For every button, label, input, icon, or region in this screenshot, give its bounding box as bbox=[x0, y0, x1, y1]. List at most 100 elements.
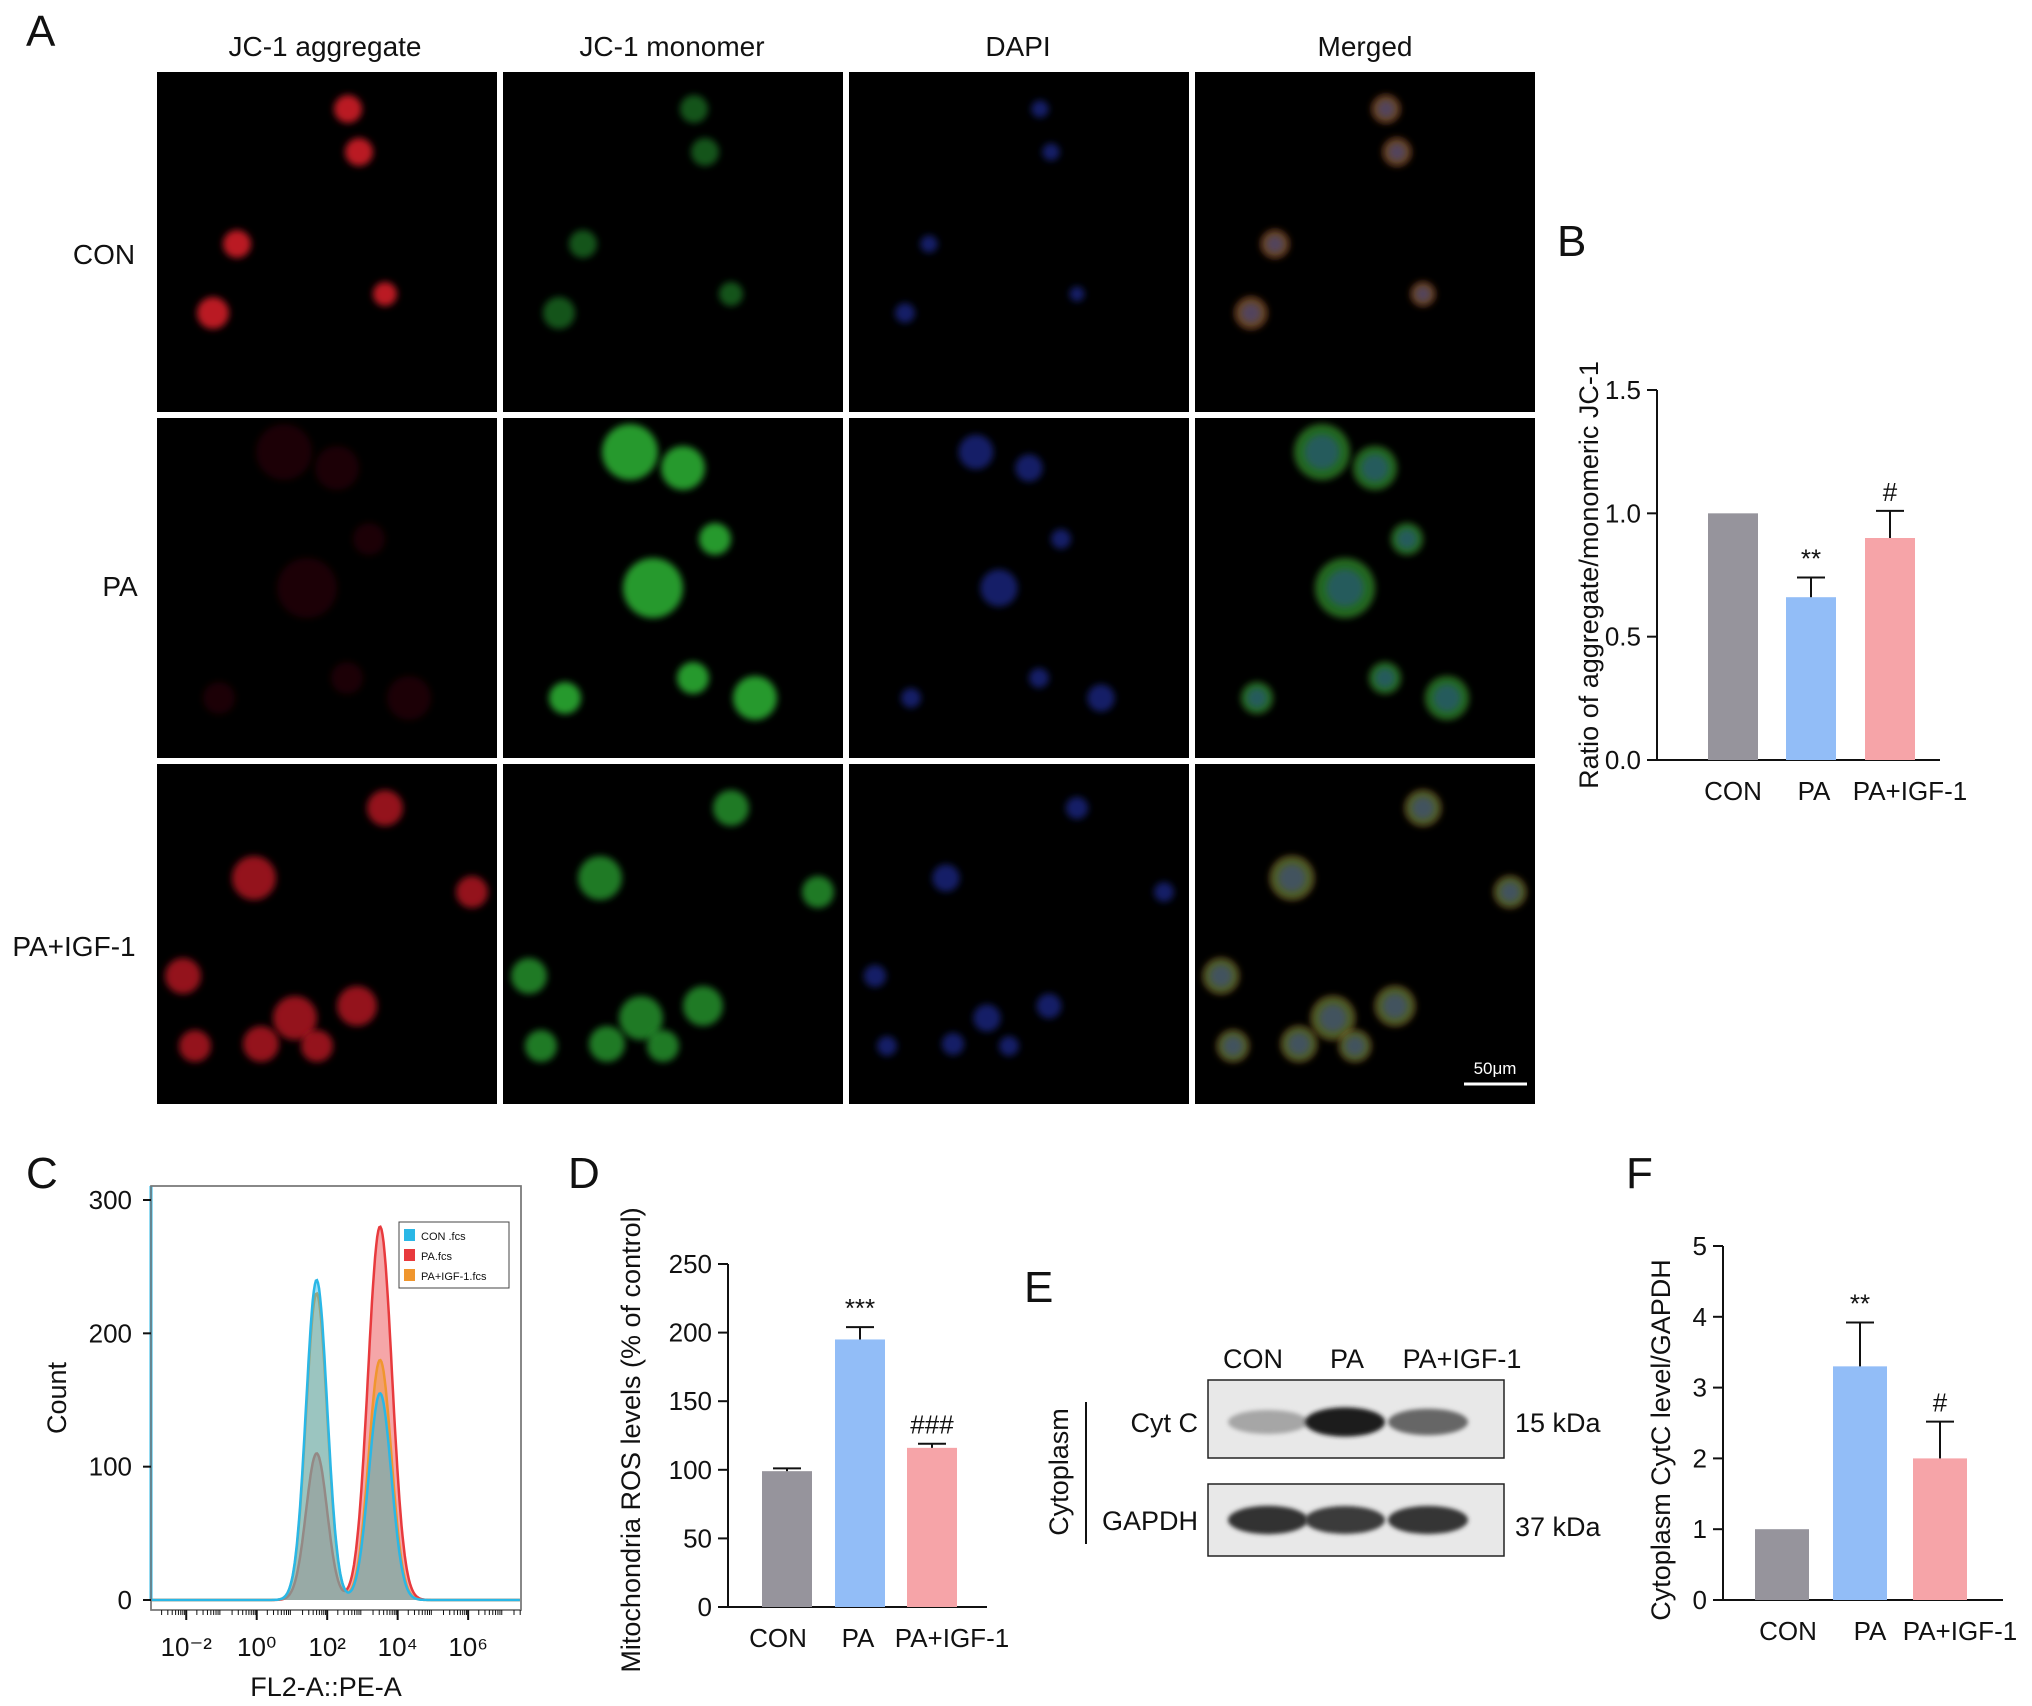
row-label-pa-igf1: PA+IGF-1 bbox=[12, 931, 135, 962]
y-tick-label: 200 bbox=[669, 1318, 712, 1348]
micrograph-pa-igf1-merged bbox=[1195, 764, 1535, 1104]
cell-signal bbox=[619, 996, 663, 1040]
cell-signal bbox=[525, 1030, 557, 1062]
x-tick-label: PA+IGF-1 bbox=[1903, 1616, 2017, 1646]
x-tick-label: PA bbox=[1798, 776, 1831, 806]
panel-label-d: D bbox=[568, 1149, 600, 1198]
chart-c-legend: CON .fcs PA.fcs PA+IGF-1.fcs bbox=[398, 1221, 510, 1289]
cell-signal bbox=[719, 282, 743, 306]
cell-signal bbox=[958, 434, 994, 470]
cell-signal bbox=[973, 1004, 1001, 1032]
y-tick-label: 100 bbox=[89, 1452, 132, 1482]
cell-signal bbox=[353, 523, 385, 555]
blot-band bbox=[1305, 1407, 1385, 1437]
cell-signal bbox=[863, 964, 887, 988]
y-tick-label: 250 bbox=[669, 1249, 712, 1279]
cell-signal bbox=[1411, 796, 1435, 820]
size-label-15kda: 15 kDa bbox=[1515, 1408, 1602, 1438]
y-tick-label: 2 bbox=[1693, 1443, 1707, 1473]
x-tick-label: PA bbox=[1854, 1616, 1887, 1646]
cell-signal bbox=[677, 662, 709, 694]
row-label-con: CON bbox=[73, 239, 135, 270]
bar-pa-igf-1 bbox=[1865, 538, 1915, 760]
chart-d: 0 50 100 150 200 250 *** ### CON PA PA+IGF-1 Mit… bbox=[616, 1207, 1009, 1672]
chart-c-ylabel: Count bbox=[42, 1361, 72, 1434]
blot-band bbox=[1305, 1506, 1385, 1534]
lane-label-con: CON bbox=[1223, 1344, 1283, 1374]
cell-signal bbox=[920, 235, 938, 253]
chart-b-ylabel: Ratio of aggregate/monomeric JC-1 bbox=[1574, 361, 1604, 789]
cell-signal bbox=[1241, 303, 1261, 323]
chart-c-frame-top bbox=[150, 1185, 522, 1611]
cell-signal bbox=[980, 569, 1018, 607]
cell-signal bbox=[256, 424, 312, 480]
protein-label-cytc: Cyt C bbox=[1131, 1408, 1199, 1438]
cell-signal bbox=[1266, 235, 1284, 253]
y-tick-label: 0 bbox=[118, 1585, 132, 1615]
x-tick-label: 10⁻² bbox=[161, 1632, 213, 1662]
cell-signal bbox=[1036, 993, 1062, 1019]
cell-signal bbox=[733, 676, 777, 720]
column-header-aggregate: JC-1 aggregate bbox=[228, 31, 421, 62]
cell-signal bbox=[683, 986, 723, 1026]
significance-marker: *** bbox=[845, 1293, 875, 1323]
bar-pa bbox=[1786, 597, 1836, 760]
cell-signal bbox=[661, 446, 705, 490]
cell-signal bbox=[1042, 143, 1060, 161]
x-tick-label: 10⁰ bbox=[237, 1632, 276, 1662]
cell-signal bbox=[543, 297, 575, 329]
cell-signal bbox=[345, 138, 373, 166]
significance-marker: ** bbox=[1801, 543, 1821, 573]
micrograph-con-aggregate bbox=[157, 72, 497, 412]
bar-con bbox=[1755, 1529, 1809, 1600]
significance-marker: ** bbox=[1850, 1288, 1870, 1318]
panel-label-b: B bbox=[1557, 217, 1586, 266]
cell-signal bbox=[1397, 529, 1417, 549]
chart-b-y-axis: 0.0 0.5 1.0 1.5 bbox=[1605, 375, 1940, 775]
cell-signal bbox=[456, 876, 488, 908]
cell-signal bbox=[387, 676, 431, 720]
cell-signal bbox=[1031, 100, 1049, 118]
cell-signal bbox=[578, 856, 622, 900]
y-tick-label: 3 bbox=[1693, 1373, 1707, 1403]
cell-signal bbox=[197, 297, 229, 329]
y-tick-label: 100 bbox=[669, 1455, 712, 1485]
y-tick-label: 0 bbox=[698, 1592, 712, 1622]
cell-signal bbox=[315, 446, 359, 490]
cell-signal bbox=[877, 1036, 897, 1056]
significance-marker: ### bbox=[910, 1410, 954, 1440]
scale-bar-label: 50μm bbox=[1474, 1059, 1517, 1078]
bar-pa-igf-1 bbox=[1913, 1458, 1967, 1600]
y-tick-label: 1 bbox=[1693, 1514, 1707, 1544]
chart-d-ylabel: Mitochondria ROS levels (% of control) bbox=[616, 1207, 646, 1672]
chart-f-ylabel: Cytoplasm CytC level/GAPDH bbox=[1646, 1259, 1676, 1621]
cell-signal bbox=[273, 996, 317, 1040]
column-header-dapi: DAPI bbox=[985, 31, 1050, 62]
cell-signal bbox=[602, 424, 658, 480]
cell-signal bbox=[680, 95, 708, 123]
cell-signal bbox=[1415, 286, 1431, 302]
panel-label-a: A bbox=[26, 7, 56, 56]
cell-signal bbox=[1345, 1036, 1365, 1056]
cell-signal bbox=[165, 958, 201, 994]
cell-signal bbox=[1029, 668, 1049, 688]
x-tick-label: PA+IGF-1 bbox=[895, 1623, 1009, 1653]
cell-signal bbox=[179, 1030, 211, 1062]
compartment-label: Cytoplasm bbox=[1044, 1408, 1074, 1536]
cell-signal bbox=[895, 303, 915, 323]
legend-label: PA.fcs bbox=[421, 1251, 452, 1263]
chart-f: 0 1 2 3 4 5 ** # CON PA PA+IGF-1 Cytoplasm CytC … bbox=[1646, 1231, 2017, 1646]
cell-signal bbox=[373, 282, 397, 306]
cell-signal bbox=[1500, 882, 1520, 902]
cell-signal bbox=[331, 662, 363, 694]
blot-band bbox=[1228, 1505, 1308, 1535]
x-tick-label: 10⁴ bbox=[378, 1632, 418, 1662]
micrograph-con-monomer bbox=[503, 72, 843, 412]
panel-label-e: E bbox=[1024, 1263, 1053, 1312]
cell-signal bbox=[1065, 796, 1089, 820]
legend-box bbox=[398, 1221, 510, 1289]
cell-signal bbox=[1361, 454, 1389, 482]
cell-signal bbox=[277, 558, 337, 618]
y-tick-label: 50 bbox=[683, 1523, 712, 1553]
cell-signal bbox=[337, 986, 377, 1026]
